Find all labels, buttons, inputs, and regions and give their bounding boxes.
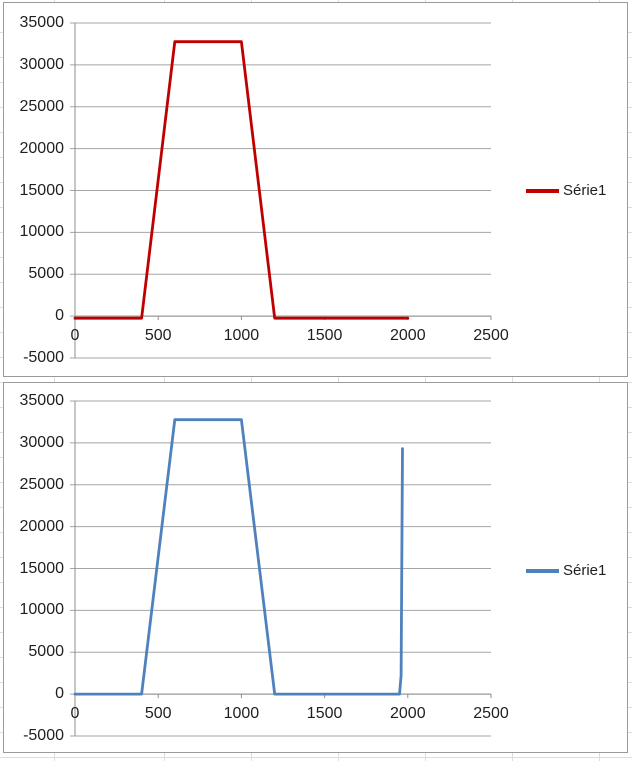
x-axis-tick-label: 0 xyxy=(70,327,80,345)
x-axis-tick-label: 1000 xyxy=(223,327,260,345)
y-axis-tick-label: 10000 xyxy=(19,223,65,241)
chart-2[interactable]: Série1 35000 30000 25000 20000 15000 10000 500… xyxy=(3,382,628,753)
series-line[interactable] xyxy=(73,418,404,696)
y-axis-tick-label: 30000 xyxy=(19,433,65,451)
y-axis-tick-label: 25000 xyxy=(19,475,65,493)
y-axis-tick-label: 15000 xyxy=(19,181,65,199)
y-axis-tick-label: 0 xyxy=(55,685,64,703)
y-axis-tick-label: 15000 xyxy=(19,559,65,577)
y-axis-tick-label: 0 xyxy=(55,307,64,325)
y-axis-tick-label: 5000 xyxy=(28,265,64,283)
y-axis-tick-label: 35000 xyxy=(19,392,65,409)
x-axis-tick-label: 2000 xyxy=(390,327,426,345)
legend-line-marker-icon xyxy=(526,189,559,193)
chart-1[interactable]: Série1 35000 30000 25000 20000 15000 10000 500… xyxy=(3,2,628,377)
y-axis-tick-label: 30000 xyxy=(19,55,65,73)
y-axis-tick-label: 20000 xyxy=(19,139,65,157)
y-axis-tick-label: 20000 xyxy=(19,517,65,535)
y-axis-tick-label: -5000 xyxy=(23,349,64,366)
x-axis-tick-label: 2500 xyxy=(473,327,509,345)
plot-area xyxy=(70,400,492,737)
y-axis-tick-label: -5000 xyxy=(23,727,64,744)
x-axis-tick-label: 1000 xyxy=(223,705,260,723)
y-axis-tick-label: 5000 xyxy=(28,643,64,661)
y-axis-tick-label: 10000 xyxy=(19,601,65,619)
y-axis-tick-label: 35000 xyxy=(19,14,65,31)
x-axis-tick-label: 500 xyxy=(144,705,172,723)
legend-label: Série1 xyxy=(563,182,607,199)
x-axis-tick-label: 1500 xyxy=(306,327,343,345)
x-axis-tick-label: 2500 xyxy=(473,705,509,723)
legend[interactable]: Série1 xyxy=(526,561,606,581)
plot-area xyxy=(70,22,492,359)
x-axis-tick-label: 500 xyxy=(144,327,172,345)
x-axis-tick-label: 1500 xyxy=(306,705,343,723)
x-axis-tick-label: 2000 xyxy=(390,705,426,723)
legend[interactable]: Série1 xyxy=(526,181,606,201)
y-axis-tick-label: 25000 xyxy=(19,97,65,115)
x-axis-tick-label: 0 xyxy=(70,705,80,723)
series-line[interactable] xyxy=(73,40,410,320)
legend-label: Série1 xyxy=(563,562,607,579)
legend-line-marker-icon xyxy=(526,569,559,573)
